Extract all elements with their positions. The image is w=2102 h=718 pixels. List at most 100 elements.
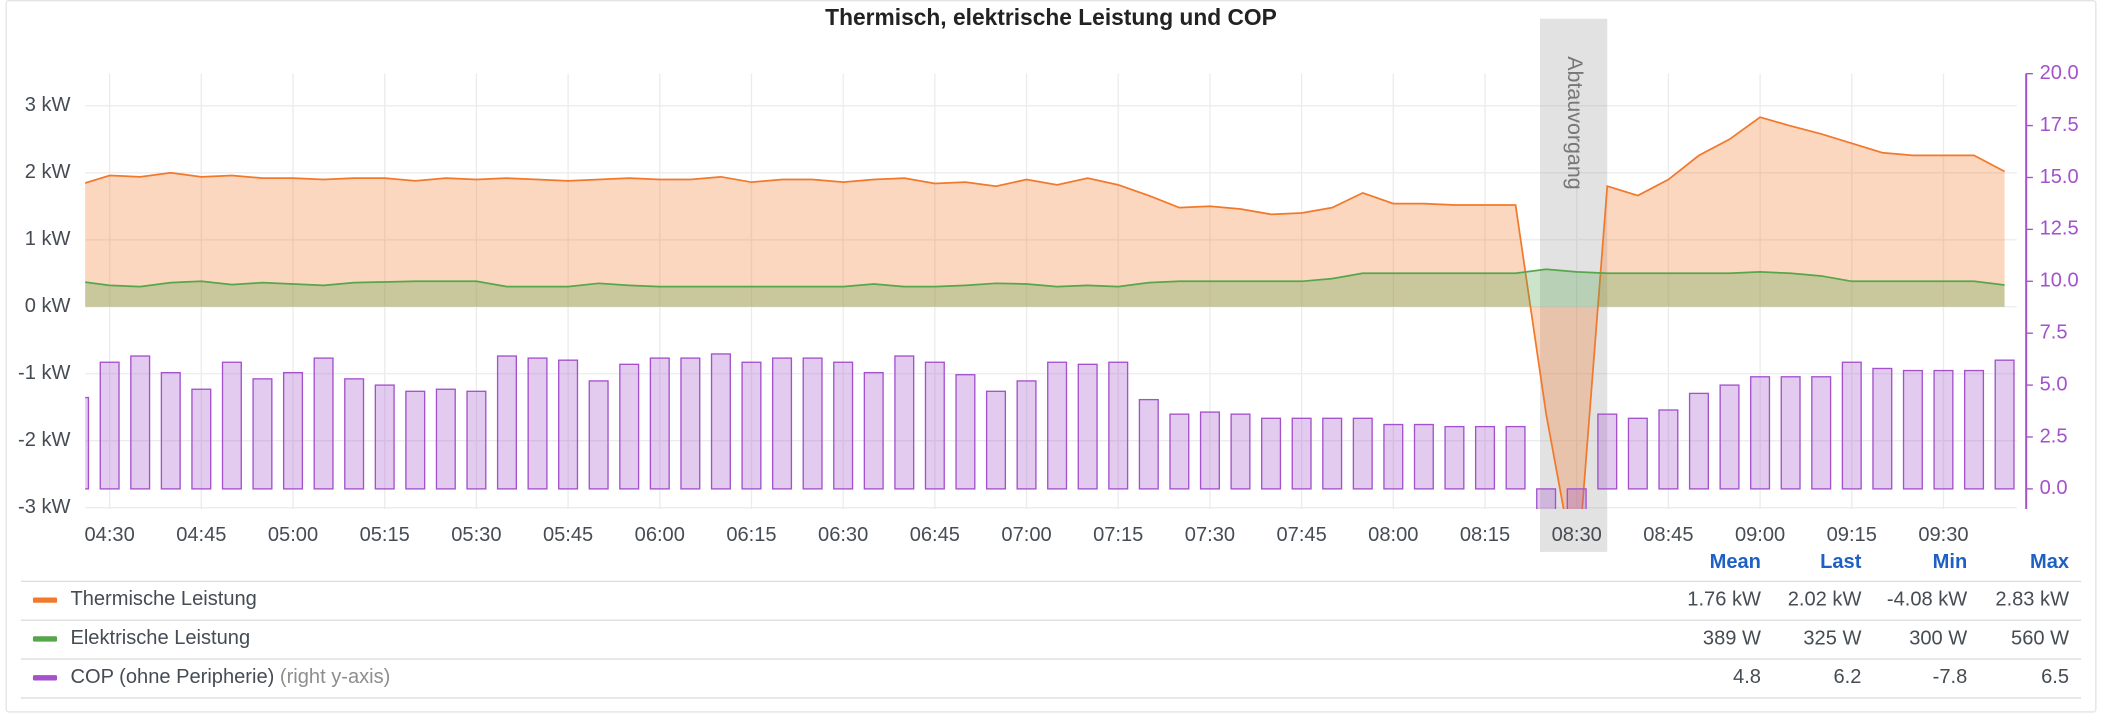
x-tick-label: 04:30 <box>85 524 135 546</box>
legend-stat: 1.76 kW <box>1687 588 1761 610</box>
bar <box>1536 488 1557 510</box>
x-tick-label: 05:15 <box>360 524 410 546</box>
legend-stat: 389 W <box>1703 627 1761 649</box>
legend-series-name: Elektrische Leistung <box>70 627 250 649</box>
bar <box>1016 380 1037 490</box>
grid <box>85 73 2017 510</box>
bar <box>924 361 945 490</box>
legend-stat: 6.2 <box>1834 666 1862 688</box>
bar <box>1291 417 1312 490</box>
y-tick-label: 0 kW <box>25 295 71 317</box>
x-tick-label: 06:30 <box>818 524 868 546</box>
x-tick-label: 07:15 <box>1093 524 1143 546</box>
x-tick-label: 09:15 <box>1827 524 1877 546</box>
bar <box>1841 361 1862 490</box>
x-tick-label: 09:00 <box>1735 524 1785 546</box>
bar <box>1963 369 1985 490</box>
line <box>85 116 2005 510</box>
bar <box>313 357 334 490</box>
bar <box>1261 417 1282 490</box>
bar <box>1719 384 1740 490</box>
legend: Mean Last Min Max Thermische Leistung 1.76 kW… <box>20 551 2082 699</box>
bar <box>1199 411 1220 490</box>
y2-tick-label: 5.0 <box>2040 373 2068 395</box>
legend-column-header: Min <box>1933 551 1968 573</box>
annotation-label: Abtauvorgang <box>1563 56 1587 189</box>
bar <box>252 378 273 490</box>
legend-stat: 560 W <box>2011 627 2069 649</box>
bar <box>1322 417 1343 490</box>
bar <box>1627 417 1648 490</box>
x-tick-label: 05:30 <box>451 524 501 546</box>
bar <box>588 380 609 490</box>
bar <box>1750 376 1771 490</box>
y2-tick-label: 12.5 <box>2040 218 2079 240</box>
bar <box>1811 376 1832 490</box>
legend-name: Thermische Leistung <box>70 588 256 610</box>
bar <box>894 355 915 490</box>
y2-tick-label: 17.5 <box>2040 114 2079 136</box>
axes: -3 kW -2 kW -1 kW 0 kW 1 kW 2 kW 3 kW 0.0 2.5 5.0… <box>18 56 2079 546</box>
annotation <box>1540 18 1608 552</box>
chart-title: Thermisch, elektrische Leistung und COP <box>825 4 1277 30</box>
bar <box>1138 398 1159 490</box>
x-tick-label: 07:30 <box>1185 524 1235 546</box>
bar <box>282 371 304 490</box>
y-tick-label: 3 kW <box>25 94 71 116</box>
legend-column-header: Max <box>2030 551 2070 573</box>
bar <box>405 390 426 490</box>
legend-stat: 4.8 <box>1733 666 1761 688</box>
y2-tick-label: 10.0 <box>2040 270 2079 292</box>
bar <box>1108 361 1129 490</box>
legend-series-name: Thermische Leistung <box>70 588 256 610</box>
bar <box>191 388 212 490</box>
x-tick-label: 06:00 <box>635 524 685 546</box>
x-tick-label: 08:30 <box>1552 524 1602 546</box>
x-tick-label: 05:00 <box>268 524 318 546</box>
bar <box>680 357 701 490</box>
line <box>85 268 2005 288</box>
legend-stat: 2.83 kW <box>1995 588 2069 610</box>
x-tick-label: 09:30 <box>1918 524 1968 546</box>
legend-swatch <box>32 597 58 603</box>
legend-name: Elektrische Leistung <box>70 627 250 649</box>
bar <box>1902 369 1923 490</box>
bar <box>435 388 456 490</box>
bar <box>833 361 854 490</box>
y-tick-label: -1 kW <box>18 362 70 384</box>
bar <box>1505 425 1526 490</box>
legend-series-name: COP (ohne Peripherie) <box>70 666 274 688</box>
area-fill <box>85 269 2005 307</box>
bar <box>1933 369 1954 490</box>
legend-stat: 6.5 <box>2041 666 2069 688</box>
bar <box>710 353 731 490</box>
bar <box>771 357 793 490</box>
legend-column-header: Mean <box>1710 551 1761 573</box>
bar <box>1047 361 1068 490</box>
bar <box>1169 413 1190 490</box>
bar <box>1383 423 1404 490</box>
bar <box>160 371 181 490</box>
bar <box>1872 367 1893 490</box>
bar <box>741 361 762 490</box>
bar <box>1413 423 1434 490</box>
bar <box>466 390 487 490</box>
x-tick-label: 07:45 <box>1276 524 1326 546</box>
bar <box>1077 363 1098 490</box>
y2-tick-label: 15.0 <box>2040 166 2079 188</box>
bar <box>1352 417 1373 490</box>
x-tick-label: 08:15 <box>1460 524 1510 546</box>
bar <box>619 363 640 490</box>
legend-stat: 2.02 kW <box>1788 588 1862 610</box>
legend-swatch <box>32 675 58 681</box>
bar <box>1688 392 1709 490</box>
bar <box>558 359 579 490</box>
bar <box>985 390 1007 490</box>
legend-axis-note: (right y-axis) <box>280 666 390 688</box>
legend-stat: -4.08 kW <box>1887 588 1967 610</box>
bar <box>955 374 976 490</box>
y-tick-label: -2 kW <box>18 429 70 451</box>
x-tick-label: 08:45 <box>1643 524 1693 546</box>
x-tick-label: 04:45 <box>176 524 226 546</box>
